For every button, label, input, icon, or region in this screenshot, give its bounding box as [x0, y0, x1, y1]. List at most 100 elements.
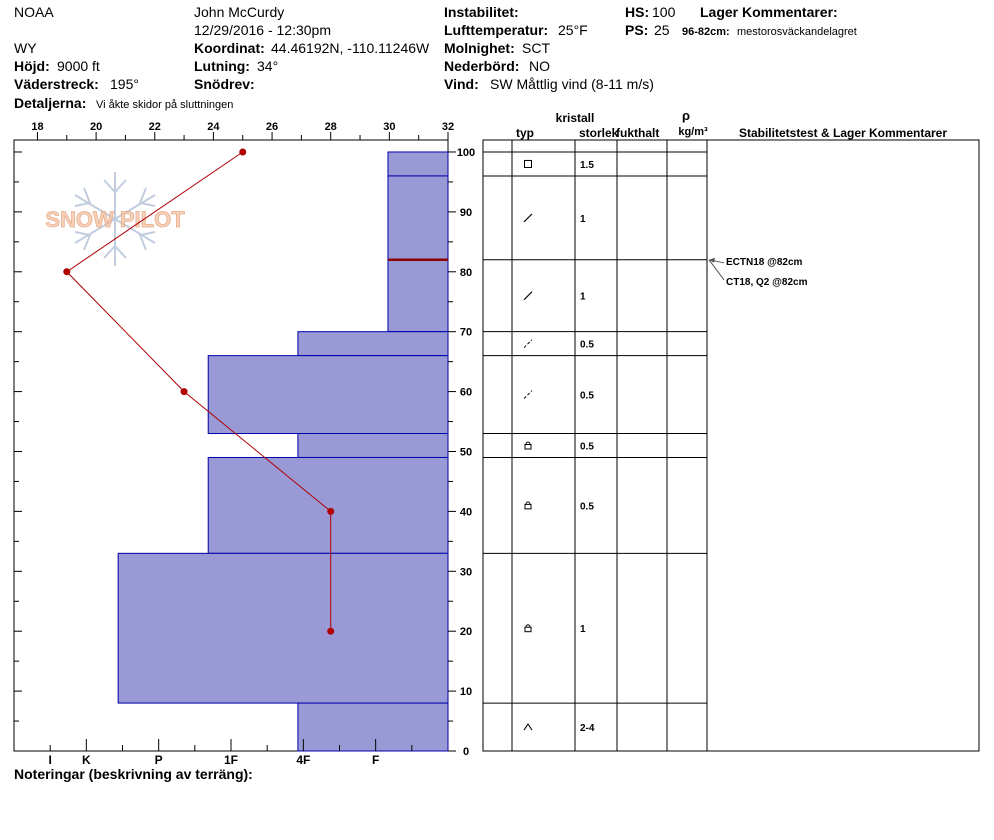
stability-header: Stabilitetstest & Lager Kommentarer: [739, 126, 947, 140]
slope-value: 34°: [257, 58, 279, 74]
hardness-tick-label: F: [372, 753, 379, 767]
stability-arrow-icon: [709, 257, 715, 263]
grain-lock-icon: [525, 501, 531, 505]
temp-point: [239, 148, 247, 156]
hardness-tick-label: 1F: [224, 753, 238, 767]
observation-datetime: 12/29/2016 - 12:30pm: [194, 22, 331, 38]
temp-point: [180, 388, 188, 396]
density-unit-header: kg/m³: [678, 126, 708, 138]
temp-tick-label: 20: [90, 121, 102, 133]
hardness-tick-label: P: [155, 753, 163, 767]
grain-size-label: 1.5: [580, 160, 594, 171]
hardness-bar: [297, 433, 449, 458]
temp-tick-label: 30: [383, 121, 395, 133]
temperature-profile: [63, 148, 335, 635]
coord-label: Koordinat:: [194, 40, 265, 56]
hardness-bar: [297, 331, 449, 357]
air-temp-label: Lufttemperatur:: [444, 22, 549, 38]
hs-value: 100: [652, 4, 676, 20]
coord-value: 44.46192N, -110.11246W: [271, 40, 430, 56]
grain-dashslash-icon: [523, 390, 533, 399]
hardness-axis: I K P 1F 4F F: [48, 739, 413, 767]
grain-lock-icon: [524, 444, 532, 450]
layer-comment-range: 96-82cm:: [682, 26, 730, 38]
hardness-bar: [207, 355, 449, 435]
layer-comment-text: mestorosväckandelagret: [737, 26, 857, 38]
aspect-value: 195°: [110, 76, 139, 92]
instability-label: Instabilitet:: [444, 4, 519, 20]
grain-lock-icon: [524, 626, 532, 633]
grain-lock-icon: [525, 624, 531, 628]
org-name: NOAA: [14, 4, 54, 20]
height-tick-label: 90: [460, 207, 472, 219]
height-tick-label: 20: [460, 626, 472, 638]
temp-point: [63, 268, 71, 276]
grain-size-label: 1: [580, 214, 586, 225]
precip-value: NO: [529, 58, 550, 74]
stability-tests: ECTN18 @82cm CT18, Q2 @82cm: [708, 257, 808, 288]
height-tick-label: 60: [460, 387, 472, 399]
height-tick-label: 40: [460, 506, 472, 518]
grain-size-label: 0.5: [580, 340, 594, 351]
precip-label: Nederbörd:: [444, 58, 520, 74]
hardness-tick-label: K: [82, 753, 91, 767]
hardness-bar: [207, 456, 449, 554]
grain-lock-icon: [525, 441, 531, 445]
grain-square-icon: [524, 159, 532, 168]
notes-label: Noteringar (beskrivning av terräng):: [14, 766, 253, 782]
hardness-bar: [387, 259, 449, 333]
elevation-value: 9000 ft: [57, 58, 100, 74]
ps-value: 25: [654, 22, 670, 38]
temp-tick-label: 32: [442, 121, 454, 133]
temp-tick-label: 22: [149, 121, 161, 133]
grain-slash-icon: [523, 213, 533, 223]
grain-dashslash-icon: [523, 339, 533, 349]
crystal-header: kristall: [556, 111, 595, 125]
grain-size-label: 0.5: [580, 391, 594, 402]
height-axis: 0 10 20 30 40 50 60 70 80 90 100: [14, 147, 475, 758]
details-label: Detaljerna:: [14, 95, 87, 111]
state: WY: [14, 40, 37, 56]
observer-name: John McCurdy: [194, 4, 285, 20]
temp-point: [327, 627, 335, 635]
grain-size-label: 0.5: [580, 501, 594, 512]
height-tick-label: 70: [460, 327, 472, 339]
hardness-bars: [117, 151, 449, 752]
aspect-label: Väderstreck:: [14, 76, 99, 92]
temp-tick-label: 24: [207, 121, 220, 133]
grain-lock-icon: [524, 503, 532, 510]
details-value: Vi åkte skidor på sluttningen: [96, 99, 234, 111]
wind-value: SW Måttlig vind (8-11 m/s): [490, 76, 654, 92]
grain-slash-icon: [523, 291, 533, 301]
snowflake-icon: [74, 172, 156, 266]
type-header: typ: [516, 126, 534, 140]
temperature-axis: 18 20 22 24 26 28 30 32: [31, 121, 454, 140]
stability-test-label: ECTN18 @82cm: [726, 257, 803, 268]
elevation-label: Höjd:: [14, 58, 50, 74]
layer-comments-label: Lager Kommentarer:: [700, 4, 838, 20]
height-tick-label: 30: [460, 566, 472, 578]
height-tick-label: 0: [463, 746, 469, 758]
air-temp-value: 25°F: [558, 22, 588, 38]
hardness-bar: [387, 151, 449, 177]
hardness-tick-label: I: [48, 753, 51, 767]
temp-point: [327, 507, 335, 515]
hardness-tick-label: 4F: [296, 753, 310, 767]
temp-tick-label: 18: [31, 121, 43, 133]
stability-pointer: [708, 259, 725, 281]
height-tick-label: 50: [460, 446, 472, 458]
grain-size-label: 1: [580, 624, 586, 635]
rho-header: ρ: [682, 108, 690, 123]
layer-rows: 1.5 1 1 0.5 0.5 0.5 0.5 1 2-4: [483, 151, 707, 734]
stability-test-label: CT18, Q2 @82cm: [726, 277, 808, 288]
size-header: storlek: [579, 126, 619, 140]
hs-label: HS:: [625, 4, 650, 20]
grain-size-label: 2-4: [580, 723, 595, 734]
height-tick-label: 100: [457, 147, 475, 159]
grain-caret-icon: [523, 723, 533, 731]
height-tick-label: 80: [460, 267, 472, 279]
grain-size-label: 0.5: [580, 442, 594, 453]
temp-tick-label: 28: [325, 121, 337, 133]
moisture-header: fukthalt: [616, 126, 659, 140]
